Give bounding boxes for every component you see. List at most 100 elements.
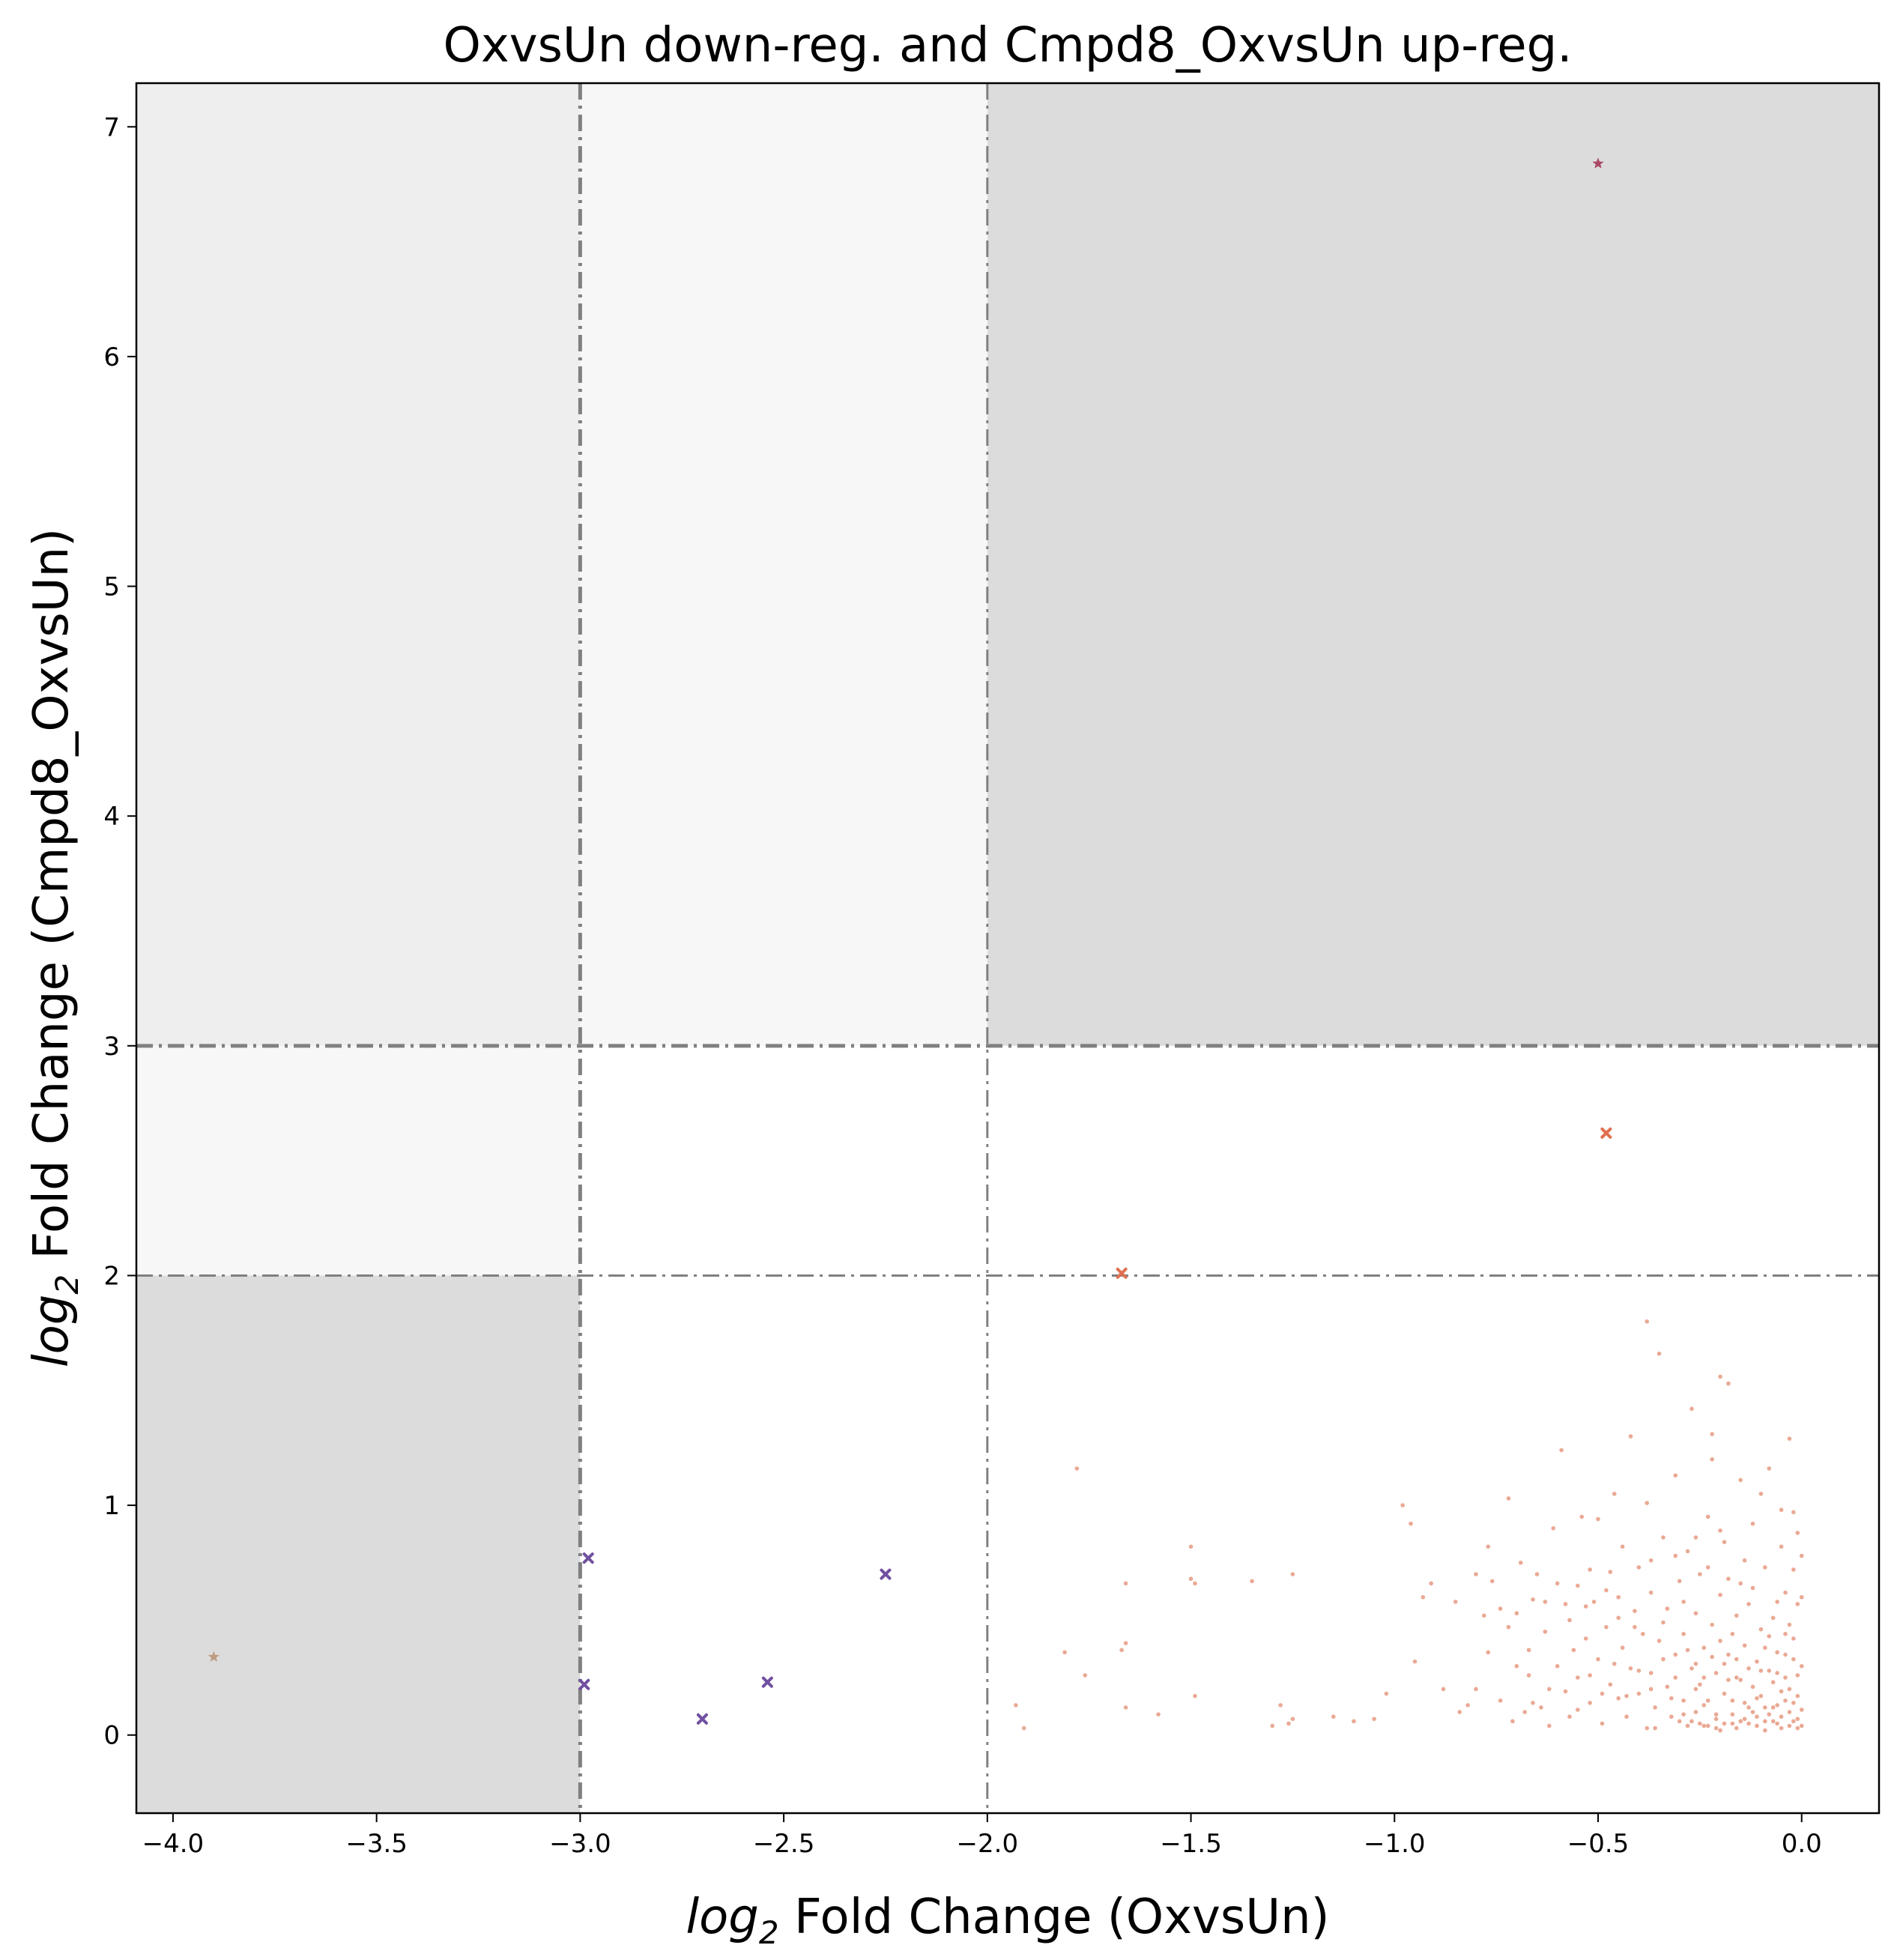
- data-point-4-94: [1689, 1666, 1694, 1671]
- data-point-4-229: [1799, 1594, 1804, 1600]
- data-point-4-110: [1722, 1691, 1727, 1696]
- data-point-4-176: [1669, 1696, 1674, 1701]
- data-point-4-131: [1763, 1728, 1767, 1733]
- y-tick-label-2: 2: [103, 1261, 120, 1291]
- data-point-4-167: [1770, 1680, 1776, 1685]
- shaded-region-2: [136, 83, 581, 1046]
- data-point-4-114: [1730, 1712, 1735, 1716]
- y-tick-label-4: 4: [103, 802, 120, 832]
- data-point-4-49: [1567, 1714, 1572, 1719]
- data-point-4-225: [1795, 1602, 1800, 1606]
- data-point-4-227: [1787, 1622, 1792, 1627]
- data-point-4-42: [1543, 1629, 1548, 1634]
- data-point-4-245: [1648, 1558, 1654, 1563]
- data-point-4-73: [1636, 1691, 1642, 1696]
- data-point-4-190: [1787, 1710, 1792, 1714]
- data-point-4-61: [1604, 1624, 1609, 1630]
- data-point-4-90: [1681, 1698, 1686, 1703]
- y-tick-label-7: 7: [103, 112, 120, 142]
- x-tick-label-8: 0.0: [1782, 1829, 1822, 1859]
- data-point-4-191: [1795, 1725, 1800, 1731]
- data-point-4-32: [1498, 1606, 1503, 1611]
- data-point-4-177: [1681, 1712, 1686, 1716]
- data-point-4-236: [1742, 1558, 1747, 1563]
- data-point-4-21: [1409, 1521, 1413, 1526]
- data-point-4-233: [1775, 1600, 1779, 1604]
- data-point-4-99: [1698, 1572, 1702, 1576]
- data-point-4-35: [1514, 1611, 1519, 1616]
- data-point-4-41: [1539, 1705, 1543, 1710]
- data-point-4-244: [1661, 1620, 1665, 1625]
- data-point-4-161: [1738, 1678, 1743, 1682]
- data-point-4-170: [1783, 1698, 1788, 1703]
- data-point-4-235: [1750, 1585, 1755, 1591]
- data-point-4-174: [1799, 1723, 1804, 1728]
- data-point-4-196: [1758, 1669, 1764, 1673]
- data-point-4-44: [1551, 1525, 1556, 1531]
- data-point-4-149: [1799, 1708, 1804, 1712]
- data-point-4-173: [1795, 1673, 1800, 1678]
- data-point-4-93: [1685, 1549, 1690, 1554]
- data-point-4-126: [1755, 1659, 1759, 1664]
- plot-frame: [135, 82, 1881, 1815]
- data-points: [208, 157, 1804, 1733]
- data-point-4-140: [1783, 1675, 1788, 1680]
- x-tick-label-2: −3.0: [549, 1829, 611, 1859]
- data-point-4-151: [1718, 1374, 1722, 1379]
- data-point-4-222: [1352, 1719, 1356, 1724]
- x-axis-label: log2 Fold Change (OxvsUn): [686, 1890, 1329, 1951]
- data-point-4-231: [1799, 1553, 1804, 1558]
- data-point-4-69: [1624, 1714, 1629, 1719]
- data-point-4-20: [1400, 1503, 1405, 1507]
- data-point-4-145: [1791, 1636, 1796, 1641]
- data-point-4-182: [1722, 1721, 1727, 1726]
- data-point-4-57: [1591, 1600, 1597, 1604]
- data-point-4-19: [1372, 1716, 1376, 1722]
- data-point-4-185: [1746, 1705, 1751, 1710]
- data-point-4-218: [1498, 1698, 1503, 1703]
- data-point-4-79: [1648, 1590, 1654, 1595]
- data-point-4-22: [1412, 1659, 1418, 1664]
- data-point-4-109: [1718, 1728, 1722, 1733]
- data-point-4-77: [1645, 1501, 1650, 1505]
- data-point-4-147: [1795, 1531, 1800, 1535]
- data-point-4-252: [1526, 1673, 1531, 1678]
- data-point-4-15: [1290, 1572, 1295, 1576]
- data-point-4-187: [1763, 1705, 1767, 1710]
- data-point-4-23: [1421, 1594, 1426, 1600]
- data-point-4-209: [1624, 1693, 1629, 1699]
- data-point-4-30: [1486, 1544, 1491, 1549]
- data-point-4-122: [1746, 1721, 1751, 1726]
- data-point-4-228: [1795, 1693, 1800, 1699]
- data-point-4-181: [1713, 1725, 1719, 1731]
- data-point-4-243: [1673, 1553, 1678, 1558]
- data-point-1-0: [208, 1651, 220, 1662]
- data-point-4-78: [1648, 1671, 1654, 1675]
- y-axis-label-log: log: [24, 1295, 79, 1368]
- data-point-4-130: [1763, 1565, 1767, 1570]
- data-point-4-51: [1576, 1583, 1580, 1588]
- data-point-4-220: [1441, 1687, 1446, 1692]
- data-point-4-132: [1767, 1669, 1772, 1673]
- data-point-4-118: [1738, 1581, 1743, 1586]
- data-point-4-155: [1677, 1719, 1682, 1724]
- y-tick-label-5: 5: [103, 572, 120, 602]
- data-point-4-224: [1156, 1712, 1161, 1716]
- data-point-4-102: [1705, 1514, 1710, 1519]
- data-point-4-76: [1645, 1725, 1650, 1731]
- data-point-4-150: [1645, 1319, 1650, 1324]
- y-axis-label-base: 2: [49, 1274, 85, 1295]
- data-point-4-4: [1083, 1673, 1088, 1678]
- data-point-4-54: [1583, 1636, 1588, 1641]
- data-point-4-27: [1474, 1572, 1478, 1576]
- y-axis-ticks: 0 1 2 3 4 5 6 7: [103, 112, 136, 1751]
- data-point-4-125: [1750, 1521, 1755, 1526]
- data-point-4-197: [1746, 1666, 1751, 1671]
- data-point-4-66: [1616, 1594, 1621, 1600]
- data-point-4-133: [1767, 1466, 1772, 1471]
- data-point-4-156: [1693, 1661, 1698, 1666]
- data-point-4-43: [1546, 1687, 1552, 1692]
- data-point-4-253: [1506, 1624, 1511, 1630]
- data-point-4-240: [1705, 1565, 1710, 1570]
